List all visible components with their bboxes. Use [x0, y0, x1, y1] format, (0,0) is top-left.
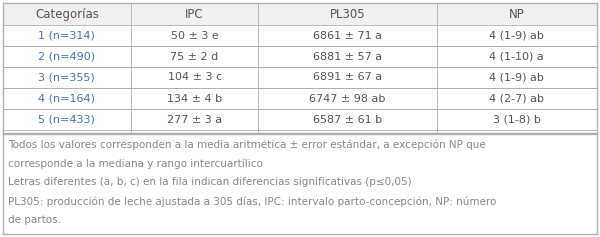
Text: de partos.: de partos.	[8, 215, 61, 225]
Text: 2 (n=490): 2 (n=490)	[38, 51, 95, 61]
Text: PL305: producción de leche ajustada a 305 días, IPC: intervalo parto-concepción,: PL305: producción de leche ajustada a 30…	[8, 196, 496, 207]
Text: 104 ± 3 c: 104 ± 3 c	[167, 73, 221, 82]
Text: IPC: IPC	[185, 8, 204, 20]
Text: 1 (n=314): 1 (n=314)	[38, 31, 95, 41]
Text: 4 (2-7) ab: 4 (2-7) ab	[490, 94, 544, 104]
Text: corresponde a la mediana y rango intercuartílico: corresponde a la mediana y rango intercu…	[8, 158, 263, 169]
Text: 4 (1-10) a: 4 (1-10) a	[490, 51, 544, 61]
Text: Letras diferentes (a, b, c) en la fila indican diferencias significativas (p≤0,0: Letras diferentes (a, b, c) en la fila i…	[8, 178, 412, 187]
Text: 4 (n=164): 4 (n=164)	[38, 94, 95, 104]
Text: 6747 ± 98 ab: 6747 ± 98 ab	[310, 94, 386, 104]
Text: NP: NP	[509, 8, 524, 20]
Text: 4 (1-9) ab: 4 (1-9) ab	[490, 73, 544, 82]
Text: 134 ± 4 b: 134 ± 4 b	[167, 94, 222, 104]
Text: PL305: PL305	[330, 8, 365, 20]
Bar	[3, 3, 597, 25]
Text: 5 (n=433): 5 (n=433)	[38, 114, 95, 124]
Text: Categorías: Categorías	[35, 8, 99, 20]
Text: 3 (n=355): 3 (n=355)	[38, 73, 95, 82]
Text: 6587 ± 61 b: 6587 ± 61 b	[313, 114, 382, 124]
Text: 277 ± 3 a: 277 ± 3 a	[167, 114, 222, 124]
Text: 6891 ± 67 a: 6891 ± 67 a	[313, 73, 382, 82]
Text: 75 ± 2 d: 75 ± 2 d	[170, 51, 218, 61]
Text: 50 ± 3 e: 50 ± 3 e	[170, 31, 218, 41]
Text: 4 (1-9) ab: 4 (1-9) ab	[490, 31, 544, 41]
Text: 6861 ± 71 a: 6861 ± 71 a	[313, 31, 382, 41]
Text: Todos los valores corresponden a la media aritmética ± error estándar, a excepci: Todos los valores corresponden a la medi…	[8, 139, 486, 150]
Text: 3 (1-8) b: 3 (1-8) b	[493, 114, 541, 124]
Text: 6881 ± 57 a: 6881 ± 57 a	[313, 51, 382, 61]
